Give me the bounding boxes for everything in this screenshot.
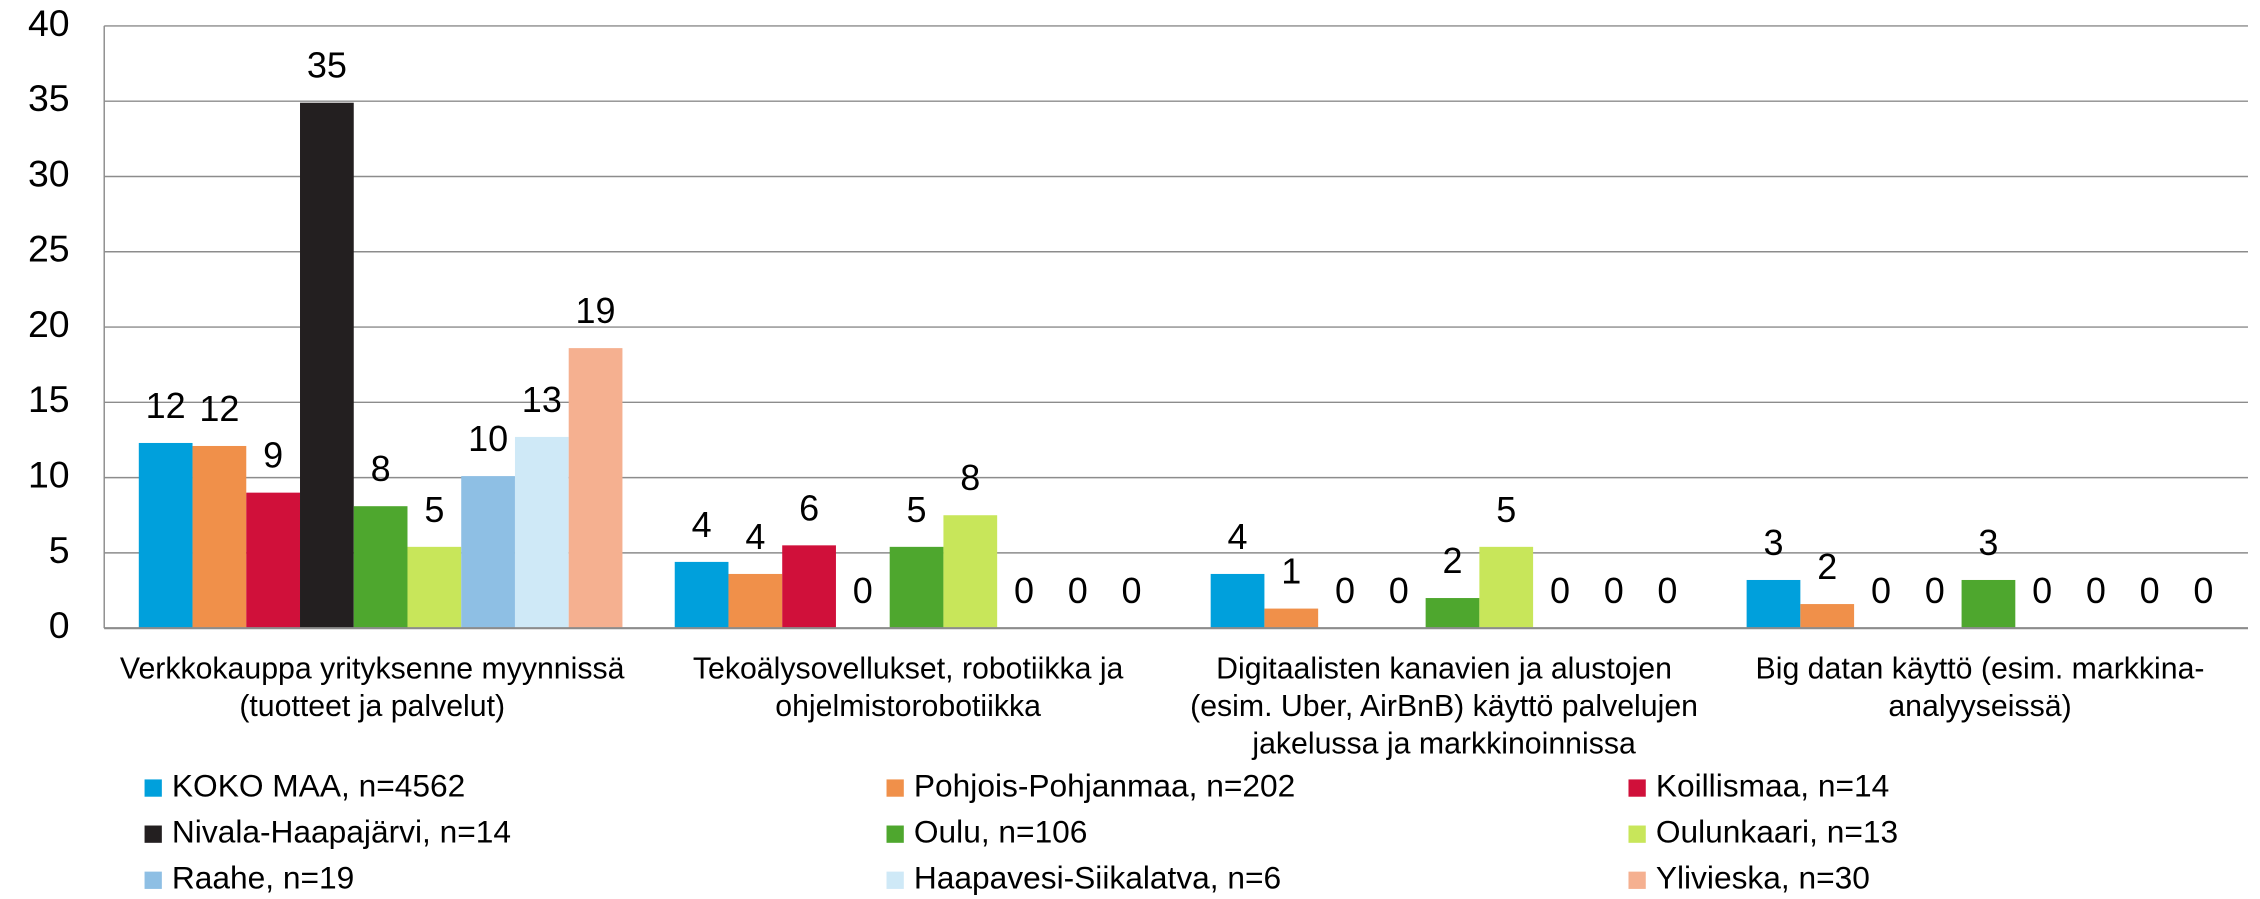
legend-swatch	[1628, 779, 1646, 797]
data-label: 4	[1228, 516, 1248, 557]
legend-swatch	[886, 871, 904, 889]
data-label: 35	[307, 45, 347, 86]
data-label: 19	[576, 290, 616, 331]
x-tick-label-box: Big datan käyttö (esim. markkina-analyys…	[1755, 652, 2205, 724]
data-label: 13	[522, 379, 562, 420]
data-label: 0	[1925, 570, 1945, 611]
data-label: 6	[799, 487, 819, 528]
y-tick-label: 5	[49, 529, 70, 571]
data-label: 12	[146, 385, 186, 426]
legend-label: Pohjois-Pohjanmaa, n=202	[914, 767, 1295, 803]
bar	[246, 492, 301, 629]
bar	[353, 506, 408, 629]
data-label: 0	[1121, 570, 1141, 611]
legend-label: Koillismaa, n=14	[1656, 767, 1889, 803]
data-label: 10	[468, 418, 508, 459]
legend-swatch	[144, 871, 162, 889]
bar	[568, 348, 623, 629]
data-label: 0	[1335, 570, 1355, 611]
data-label: 0	[1657, 570, 1677, 611]
x-tick-label: Tekoälysovellukset, robotiikka ja ohjelm…	[692, 652, 1124, 724]
legend-label: Ylivieska, n=30	[1656, 860, 1870, 896]
bar	[889, 546, 944, 629]
data-label: 4	[745, 516, 765, 557]
data-label: 0	[1389, 570, 1409, 611]
data-label: 2	[1442, 540, 1462, 581]
bar	[407, 546, 462, 629]
x-tick-label: Big datan käyttö (esim. markkina-analyys…	[1755, 652, 2205, 724]
legend-label: Raahe, n=19	[172, 860, 354, 896]
data-label: 12	[199, 388, 239, 429]
bar	[782, 545, 836, 629]
bar	[300, 102, 354, 629]
data-label: 5	[1496, 489, 1516, 530]
data-label: 0	[1871, 570, 1891, 611]
legend-swatch	[886, 779, 904, 797]
x-tick-label: Verkkokauppa yrityksenne myynnissä (tuot…	[119, 652, 625, 724]
data-label: 0	[1014, 570, 1034, 611]
y-tick-label: 30	[28, 152, 70, 194]
y-tick-label: 25	[28, 228, 70, 270]
data-label: 3	[1978, 522, 1998, 563]
data-label: 4	[692, 504, 712, 545]
data-label: 0	[1604, 570, 1624, 611]
y-tick-label: 20	[28, 303, 70, 345]
bar	[728, 573, 783, 629]
x-tick-label: Digitaalisten kanavien ja alustojen (esi…	[1190, 652, 1698, 761]
data-label: 0	[1550, 570, 1570, 611]
data-label: 9	[263, 435, 283, 476]
data-label: 8	[960, 457, 980, 498]
bar	[1264, 608, 1319, 629]
y-tick-label: 0	[49, 604, 70, 646]
legend-swatch	[144, 779, 162, 797]
bar	[1961, 579, 2016, 629]
data-label: 5	[424, 489, 444, 530]
data-label: 0	[853, 570, 873, 611]
legend-label: Oulunkaari, n=13	[1656, 814, 1898, 850]
bar	[138, 442, 193, 629]
bar	[1425, 598, 1480, 629]
bar	[514, 436, 569, 629]
legend-label: KOKO MAA, n=4562	[172, 767, 465, 803]
y-tick-label: 10	[28, 453, 70, 495]
legend-label: Haapavesi-Siikalatva, n=6	[914, 860, 1281, 896]
y-tick-label: 15	[28, 378, 70, 420]
bar	[1210, 573, 1265, 629]
x-tick-label-box: Tekoälysovellukset, robotiikka ja ohjelm…	[692, 652, 1124, 724]
bar	[943, 515, 998, 629]
data-label: 3	[1763, 522, 1783, 563]
bar	[1746, 579, 1801, 629]
bar	[461, 476, 515, 629]
data-label: 0	[1068, 570, 1088, 611]
data-label: 2	[1817, 546, 1837, 587]
bar	[1800, 604, 1855, 629]
data-label: 5	[907, 489, 927, 530]
data-label: 8	[371, 448, 391, 489]
bar	[192, 445, 247, 629]
x-tick-label-box: Verkkokauppa yrityksenne myynnissä (tuot…	[119, 652, 625, 724]
legend-swatch	[1628, 825, 1646, 843]
x-tick-label-box: Digitaalisten kanavien ja alustojen (esi…	[1190, 652, 1698, 761]
data-label: 1	[1281, 551, 1301, 592]
bar	[1479, 546, 1534, 629]
bar	[674, 561, 729, 629]
legend-swatch	[886, 825, 904, 843]
legend-label: Oulu, n=106	[914, 814, 1088, 850]
legend-swatch	[144, 825, 162, 843]
data-label: 0	[2140, 570, 2160, 611]
data-label: 0	[2193, 570, 2213, 611]
data-label: 0	[2086, 570, 2106, 611]
legend-swatch	[1628, 871, 1646, 889]
y-tick-label: 35	[28, 77, 70, 119]
y-tick-label: 40	[28, 2, 70, 44]
legend-label: Nivala-Haapajärvi, n=14	[172, 814, 511, 850]
data-label: 0	[2032, 570, 2052, 611]
